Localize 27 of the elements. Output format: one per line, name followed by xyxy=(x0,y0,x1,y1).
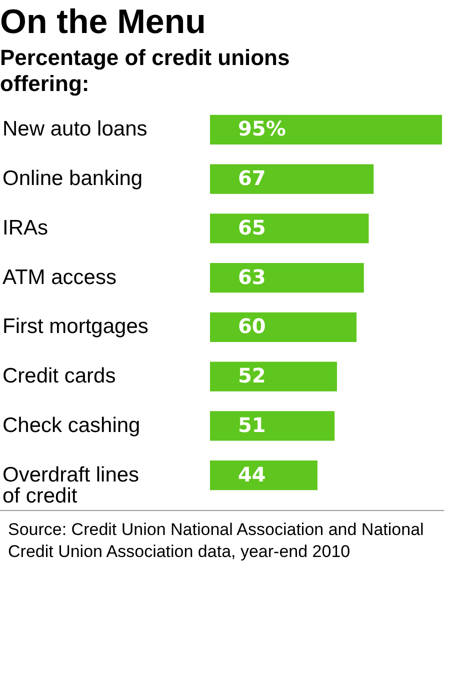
chart-subtitle: Percentage of credit unions offering: xyxy=(0,45,290,96)
y-tick-label: IRAs xyxy=(2,216,48,240)
data-label: 67 xyxy=(238,166,266,190)
bar xyxy=(210,263,364,293)
source-note: Source: Credit Union National Association and National Credit Union Association data, year-end 2010 xyxy=(0,510,444,563)
y-tick-label: Online banking xyxy=(2,167,143,190)
y-tick-label: Credit cards xyxy=(2,364,116,388)
bar xyxy=(210,114,442,144)
y-tick-label: New auto loans xyxy=(2,118,148,141)
y-tick-label: Overdraft lines of credit xyxy=(2,463,140,508)
bar xyxy=(210,362,337,392)
data-label: 63 xyxy=(238,264,266,289)
bar xyxy=(210,460,318,490)
data-label: 65 xyxy=(238,215,266,240)
data-label: 52 xyxy=(238,364,266,388)
y-tick-label: Check cashing xyxy=(2,414,140,437)
bar xyxy=(210,214,369,244)
y-tick-label: First mortgages xyxy=(2,315,148,338)
bar xyxy=(210,411,335,441)
data-label: 95% xyxy=(238,116,286,141)
chart-title: On the Menu xyxy=(0,3,206,41)
bar xyxy=(210,164,374,194)
bar xyxy=(210,312,357,342)
data-label: 60 xyxy=(238,314,266,338)
y-tick-label: ATM access xyxy=(2,266,116,289)
data-label: 51 xyxy=(238,412,266,437)
data-label: 44 xyxy=(238,462,266,486)
